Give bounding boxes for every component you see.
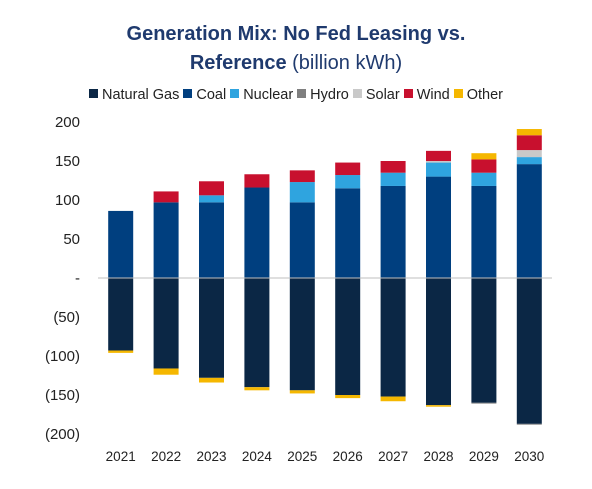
bar-wind-2027 [380, 161, 406, 173]
legend-label-coal: Coal [196, 87, 227, 103]
bar-other-2023 [199, 377, 224, 383]
title-line-1: Generation Mix: No Fed Leasing vs. [126, 23, 466, 45]
bar-wind-2022 [153, 191, 179, 203]
bar-natural-gas-2023 [199, 278, 224, 378]
bar-wind-2029 [471, 159, 497, 173]
x-tick-label: 2023 [196, 449, 226, 464]
legend-item-wind: Wind [403, 87, 450, 103]
chart-legend: Natural Gas Coal Nuclear Hydro Solar Wind Othe… [0, 87, 592, 103]
legend-label-natural-gas: Natural Gas [101, 87, 180, 103]
bar-nuclear-2027 [380, 172, 406, 186]
bar-natural-gas-2024 [244, 278, 270, 388]
bar-natural-gas-2029 [471, 278, 497, 403]
legend-item-solar: Solar [352, 87, 400, 103]
legend-swatch-hydro [297, 89, 307, 98]
bar-other-2030 [516, 129, 542, 136]
y-tick-label: - [75, 270, 80, 287]
bar-coal-2022 [153, 202, 179, 278]
bar-other-2027 [380, 396, 406, 402]
bar-nuclear-2023 [199, 195, 224, 203]
legend-swatch-other [453, 89, 463, 98]
x-tick-label: 2028 [423, 449, 453, 464]
y-tick-label: (200) [45, 426, 80, 443]
title-line-2: Reference [189, 52, 287, 74]
legend-label-hydro: Hydro [310, 87, 349, 103]
bar-other-2025 [289, 390, 315, 394]
bar-wind-2024 [244, 174, 270, 188]
legend-item-natural-gas: Natural Gas [88, 87, 180, 103]
x-tick-label: 2027 [378, 449, 408, 464]
bar-other-2029 [471, 153, 497, 160]
bar-natural-gas-2030 [516, 278, 542, 424]
legend-label-nuclear: Nuclear [243, 87, 294, 103]
legend-item-nuclear: Nuclear [230, 87, 293, 103]
bar-wind-2025 [289, 170, 315, 183]
bar-wind-2023 [199, 181, 224, 196]
x-tick-label: 2021 [106, 449, 136, 464]
bar-coal-2029 [471, 185, 497, 278]
legend-item-coal: Coal [183, 87, 226, 103]
bar-natural-gas-2021 [108, 278, 134, 351]
bar-solar-2028 [426, 161, 451, 163]
x-tick-label: 2026 [333, 449, 363, 464]
bar-nuclear-2026 [335, 175, 361, 189]
bar-wind-2028 [426, 150, 451, 161]
bar-nuclear-2025 [289, 182, 315, 203]
bar-natural-gas-2027 [380, 278, 406, 397]
bar-hydro-2029 [471, 402, 497, 404]
legend-item-hydro: Hydro [297, 87, 349, 103]
legend-item-other: Other [453, 87, 504, 103]
legend-swatch-coal [183, 89, 193, 98]
legend-label-other: Other [466, 87, 504, 103]
bar-coal-2026 [335, 188, 361, 278]
legend-swatch-nuclear [230, 89, 240, 98]
bar-coal-2023 [199, 202, 224, 278]
bar-nuclear-2030 [516, 157, 542, 165]
x-tick-label: 2025 [287, 449, 317, 464]
bar-natural-gas-2028 [426, 278, 451, 406]
chart-title: Generation Mix: No Fed Leasing vs. Refer… [0, 20, 592, 78]
y-tick-label: 200 [55, 114, 80, 131]
bar-nuclear-2028 [426, 162, 451, 177]
x-tick-label: 2029 [469, 449, 499, 464]
bar-natural-gas-2022 [153, 278, 179, 369]
legend-swatch-solar [352, 89, 362, 98]
bar-nuclear-2029 [471, 172, 497, 186]
bar-coal-2030 [516, 164, 542, 278]
bar-natural-gas-2025 [289, 278, 315, 391]
y-tick-label: 150 [55, 153, 80, 170]
bar-other-2021 [108, 350, 134, 353]
y-tick-label: 50 [63, 231, 80, 248]
y-tick-label: (50) [53, 309, 80, 326]
legend-swatch-natural-gas [88, 89, 98, 98]
x-tick-label: 2030 [514, 449, 544, 464]
bar-hydro-2030 [516, 423, 542, 425]
legend-swatch-wind [403, 89, 413, 98]
title-units: (billion kWh) [292, 52, 403, 74]
bar-coal-2021 [108, 210, 134, 278]
x-tick-label: 2024 [242, 449, 273, 464]
y-tick-label: 100 [55, 192, 80, 209]
x-tick-label: 2022 [151, 449, 181, 464]
bar-coal-2024 [244, 187, 270, 278]
bar-wind-2030 [516, 135, 542, 151]
bar-natural-gas-2026 [335, 278, 361, 395]
bar-other-2022 [153, 368, 179, 375]
legend-label-wind: Wind [416, 87, 450, 103]
y-tick-label: (150) [45, 387, 80, 404]
bar-other-2028 [426, 405, 451, 407]
bar-other-2024 [244, 387, 270, 391]
bar-coal-2025 [289, 202, 315, 278]
legend-label-solar: Solar [365, 87, 400, 103]
bar-coal-2028 [426, 176, 451, 278]
y-tick-label: (100) [45, 348, 80, 365]
bar-wind-2026 [335, 162, 361, 176]
bar-solar-2030 [516, 150, 542, 158]
bar-coal-2027 [380, 185, 406, 278]
bar-other-2026 [335, 395, 361, 399]
